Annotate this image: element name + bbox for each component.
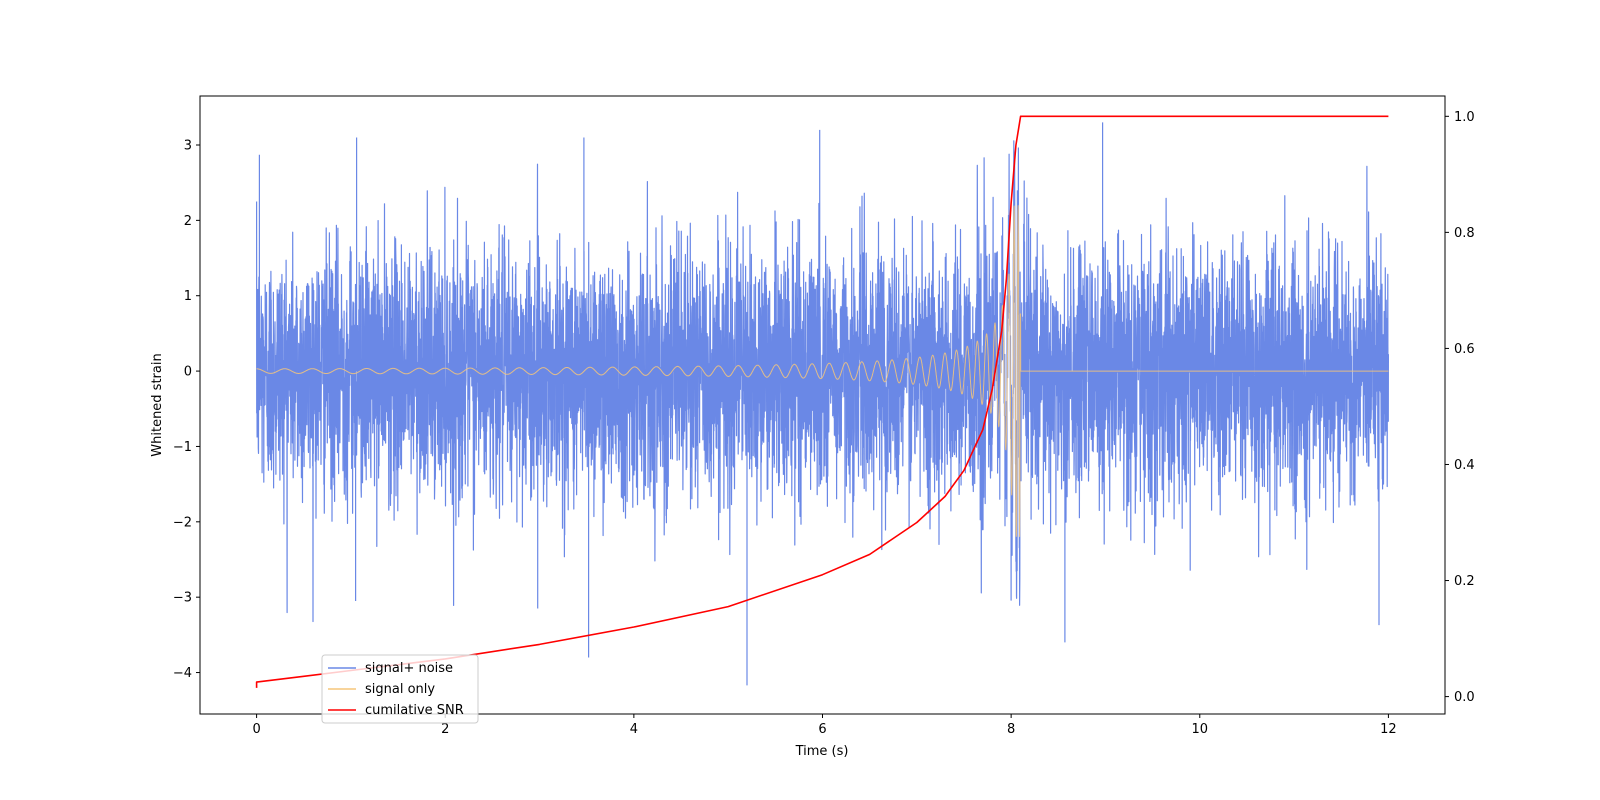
right-y-tick-label: 1.0 (1454, 110, 1475, 125)
x-tick-label: 6 (818, 722, 826, 737)
signal-plus-noise-line (256, 122, 1389, 686)
right-y-tick-label: 0.0 (1454, 690, 1475, 705)
right-y-tick-label: 0.6 (1454, 342, 1475, 357)
x-axis-label: Time (s) (795, 744, 849, 759)
y-tick-label: 2 (184, 214, 192, 229)
right-y-tick-label: 0.2 (1454, 574, 1475, 589)
y-tick-label: 0 (184, 365, 192, 380)
legend-label-cumulative-snr: cumilative SNR (365, 703, 464, 718)
y-tick-label: 1 (184, 289, 192, 304)
y-axis-ticks: −4 −3 −2 −1 0 1 2 3 (173, 138, 200, 681)
y-axis-label: Whitened strain (150, 353, 165, 456)
x-tick-label: 10 (1191, 722, 1208, 737)
y-tick-label: 3 (184, 138, 192, 153)
legend-frame (321, 654, 479, 724)
x-tick-label: 12 (1380, 722, 1397, 737)
y-tick-label: −3 (173, 591, 192, 606)
legend-label-signal-only: signal only (365, 682, 435, 697)
right-y-tick-label: 0.4 (1454, 458, 1475, 473)
x-tick-label: 2 (441, 722, 449, 737)
series-signal-only (256, 205, 1389, 537)
y-tick-label: −1 (173, 440, 192, 455)
x-tick-label: 4 (630, 722, 638, 737)
signal-only-line (256, 205, 1389, 537)
right-y-axis-ticks: 0.0 0.2 0.4 0.6 0.8 1.0 (1445, 110, 1475, 705)
series-signal-plus-noise (256, 122, 1389, 686)
x-tick-label: 0 (252, 722, 260, 737)
right-y-tick-label: 0.8 (1454, 226, 1475, 241)
legend: signal+ noise signal only cumilative SNR (321, 654, 479, 724)
y-tick-label: −4 (173, 666, 192, 681)
legend-label-signal-plus-noise: signal+ noise (365, 661, 453, 676)
y-tick-label: −2 (173, 515, 192, 530)
x-tick-label: 8 (1007, 722, 1015, 737)
